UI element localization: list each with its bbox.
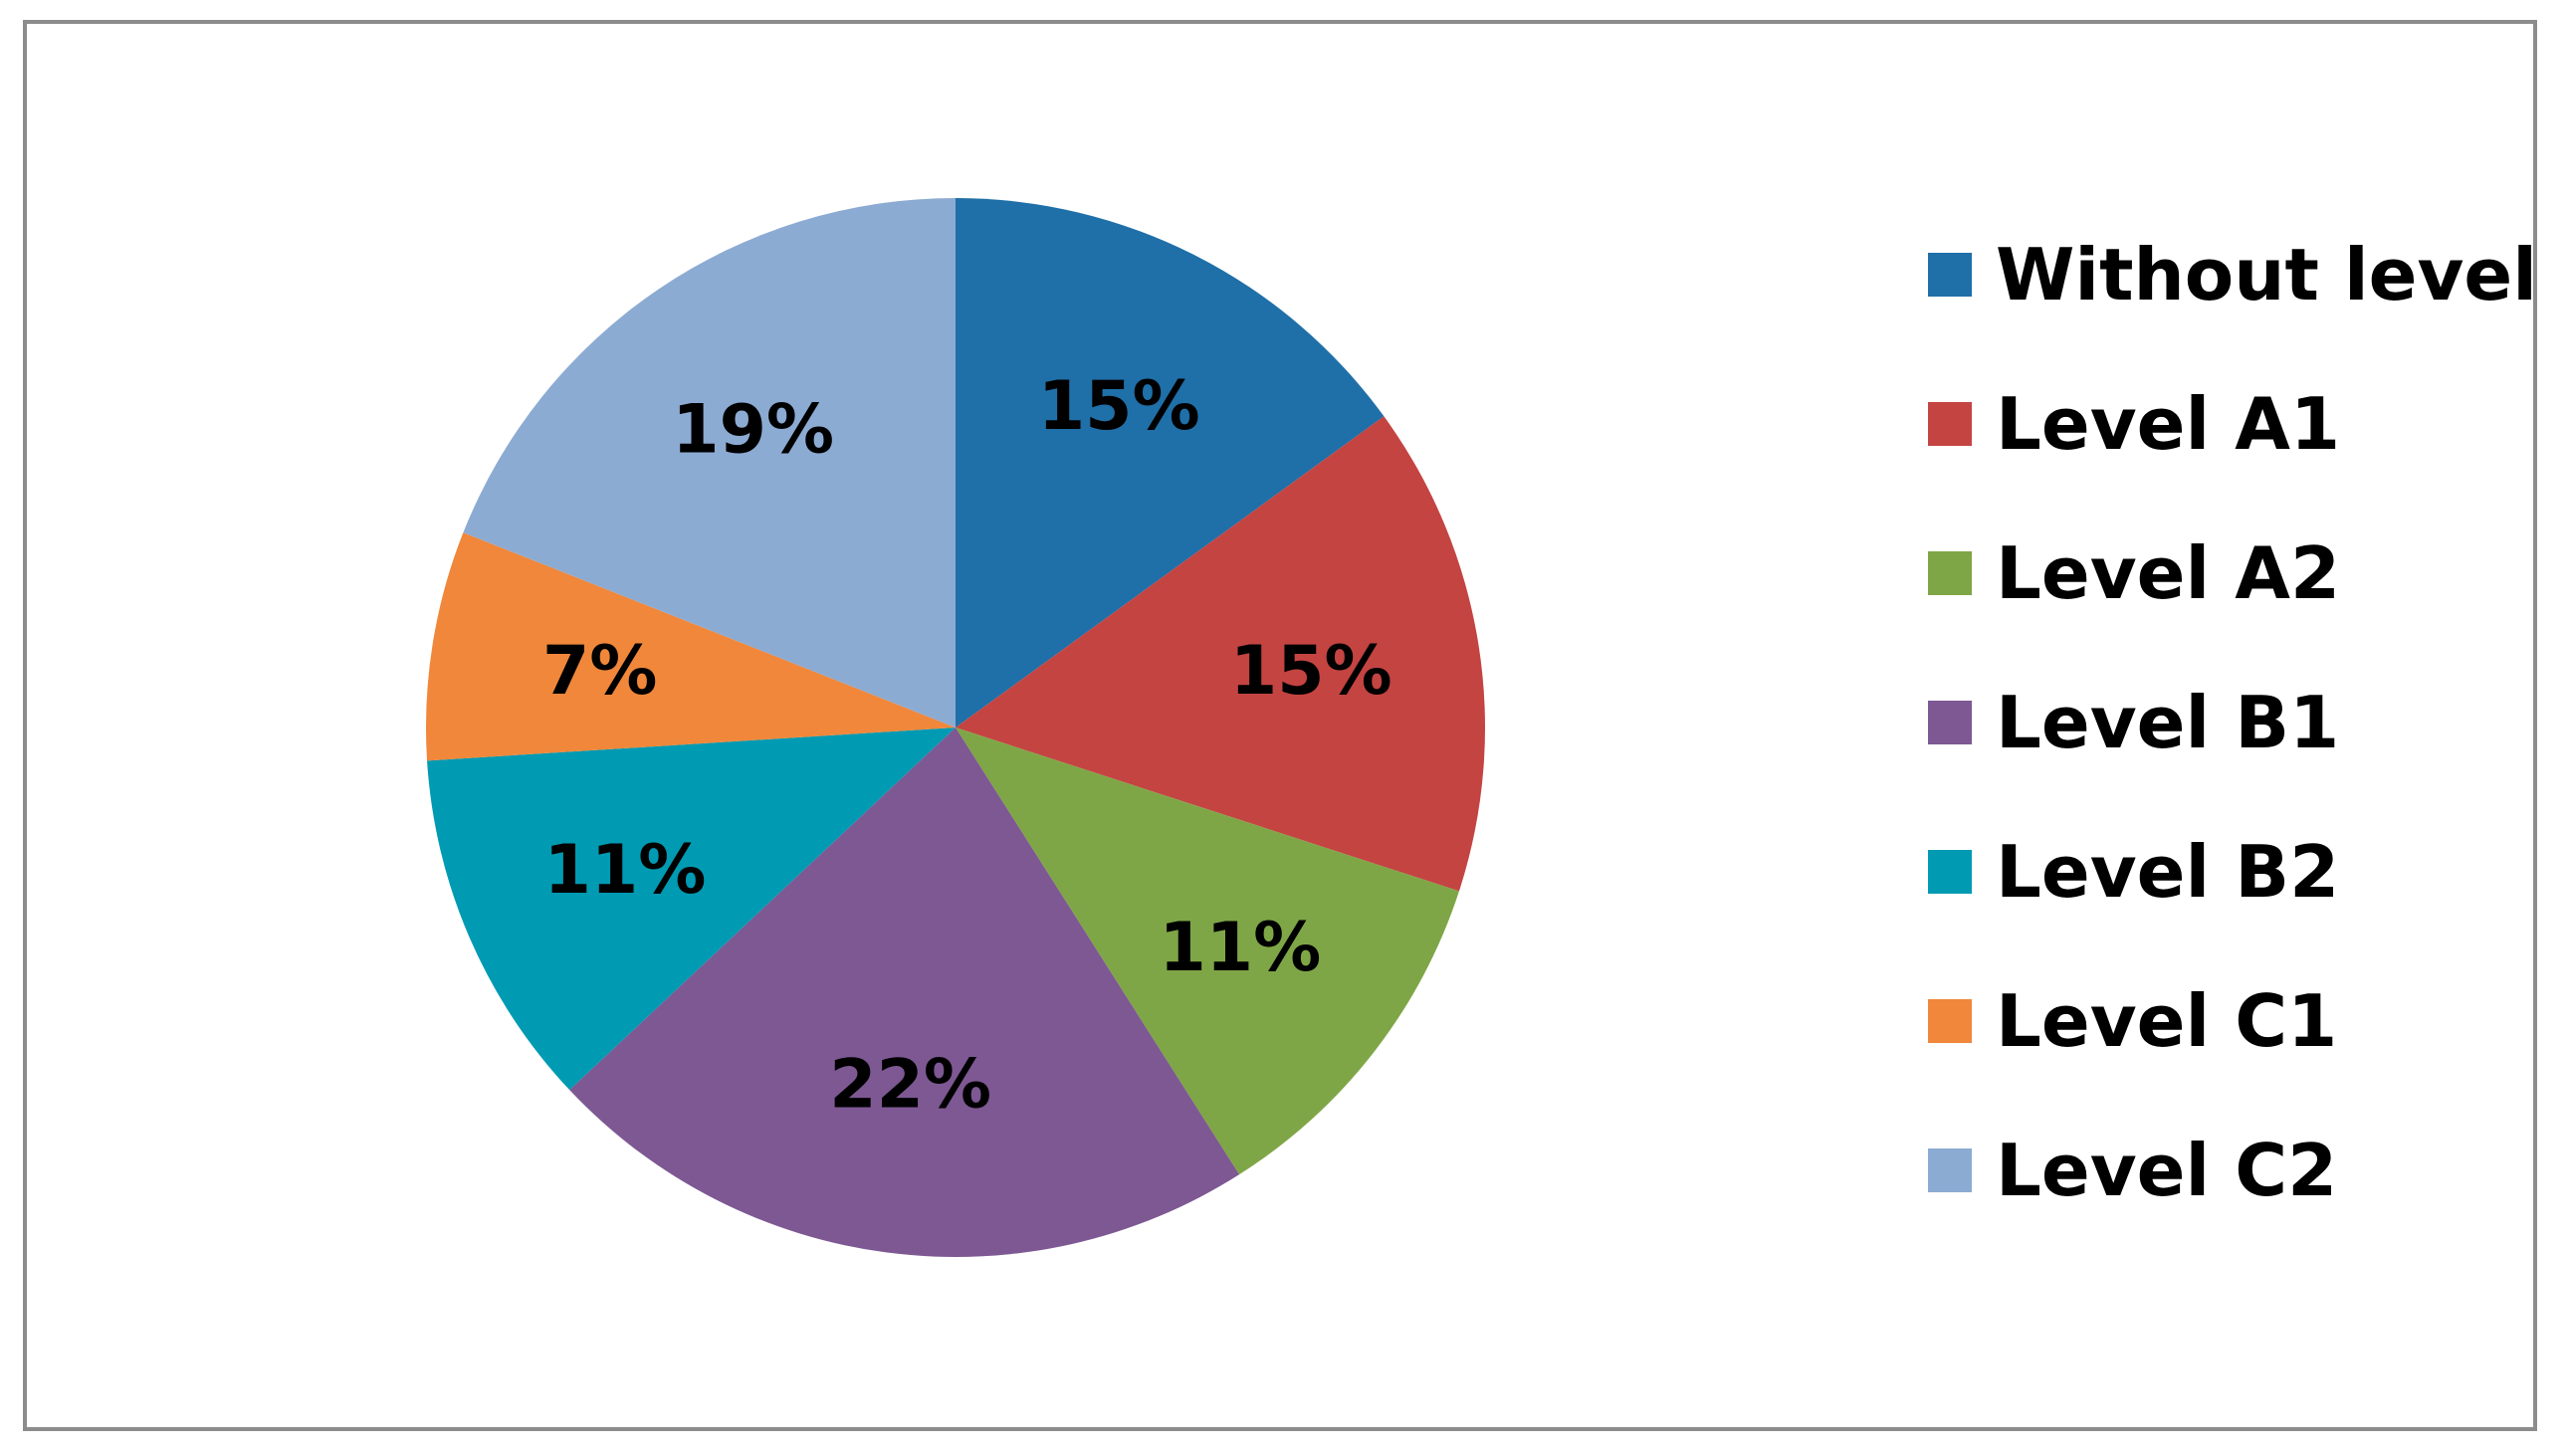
- legend-swatch-level-a2: [1928, 551, 1972, 595]
- legend-label-level-a2: Level A2: [1996, 531, 2340, 615]
- pie-slices: [426, 198, 1485, 1257]
- legend-label-level-a1: Level A1: [1996, 382, 2340, 466]
- legend-swatch-level-c1: [1928, 999, 1972, 1043]
- legend: Without level Level A1 Level A2 Level B1 Lev…: [1928, 233, 2537, 1212]
- legend-label-level-c1: Level C1: [1996, 979, 2337, 1063]
- slice-label-level-a2: 11%: [1159, 909, 1321, 987]
- pie-slice-level-b1: [569, 728, 1240, 1257]
- legend-label-level-b1: Level B1: [1996, 681, 2339, 764]
- pie-slice-level-b2: [427, 728, 956, 1091]
- pie-slice-level-a2: [956, 728, 1459, 1175]
- legend-label-level-b2: Level B2: [1996, 830, 2339, 914]
- legend-swatch-level-b2: [1928, 850, 1972, 894]
- legend-swatch-level-a1: [1928, 402, 1972, 446]
- slice-label-level-a1: 15%: [1230, 632, 1392, 711]
- legend-label-without-level: Without level: [1996, 233, 2537, 316]
- slice-label-level-c1: 7%: [542, 632, 657, 711]
- slice-label-level-b1: 22%: [829, 1045, 991, 1124]
- legend-label-level-c2: Level C2: [1996, 1129, 2337, 1212]
- legend-swatch-without-level: [1928, 253, 1972, 297]
- slice-label-level-b2: 11%: [544, 831, 707, 910]
- pie-slice-without-level: [956, 198, 1385, 728]
- pie-slice-level-a1: [956, 416, 1485, 892]
- legend-swatch-level-b1: [1928, 701, 1972, 744]
- pie-slice-level-c1: [426, 532, 956, 761]
- pie-slice-level-c2: [463, 198, 956, 728]
- slice-label-level-c2: 19%: [672, 390, 834, 469]
- legend-swatch-level-c2: [1928, 1148, 1972, 1192]
- pie-slice-labels: 15% 15% 11% 22% 11% 7% 19%: [542, 367, 1392, 1124]
- slice-label-without-level: 15%: [1038, 367, 1200, 446]
